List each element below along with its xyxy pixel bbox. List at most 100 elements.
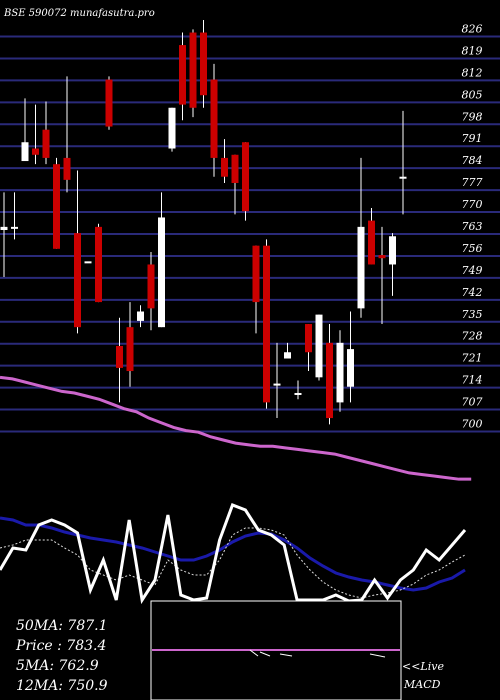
chart-title: BSE 590072 munafasutra.pro [3, 8, 155, 19]
candle-body [116, 345, 123, 368]
candle-body [399, 176, 407, 179]
candle-body [273, 383, 281, 386]
candle [11, 192, 18, 240]
candle-body [221, 157, 228, 177]
candle-body [42, 129, 50, 158]
y-tick-label: 777 [462, 176, 483, 189]
y-tick-label: 826 [462, 23, 483, 36]
live-label[interactable]: <<Live [402, 660, 444, 673]
candle-body [63, 157, 71, 180]
y-tick-label: 735 [462, 308, 483, 321]
candle [116, 317, 123, 403]
grid-lines [0, 35, 500, 433]
y-axis-ticks: 826 819 812 805 798 791 784 777 770 763 756 749 742 7… [462, 23, 483, 431]
candle [273, 342, 281, 419]
legend-item: 12MA: 750.9 [16, 678, 108, 694]
candle-body [357, 226, 365, 309]
candle [0, 192, 8, 278]
candle [389, 233, 396, 296]
candle [126, 302, 134, 387]
legend-item: 5MA: 762.9 [16, 658, 99, 674]
candle [210, 63, 218, 177]
candle [63, 76, 71, 193]
candle-body [378, 255, 386, 259]
candle-body [84, 261, 92, 264]
macd-label: MACD [403, 678, 441, 691]
candle-body [95, 226, 102, 303]
legend-item: 50MA: 787.1 [16, 618, 108, 634]
y-tick-label: 728 [462, 330, 483, 343]
candle-body [389, 236, 396, 265]
candle-body [158, 217, 165, 328]
candle [242, 142, 249, 221]
candle-body [32, 148, 39, 155]
y-tick-label: 784 [462, 154, 483, 167]
candle [179, 32, 186, 121]
candle-body [11, 226, 18, 229]
candle [347, 311, 354, 403]
candle [158, 192, 165, 328]
ma-line [0, 375, 472, 481]
candle [263, 239, 270, 409]
legend: 50MA: 787.1 Price : 783.4 5MA: 762.9 12MA: … [15, 618, 108, 694]
candle [147, 251, 155, 331]
y-tick-label: 714 [462, 374, 483, 387]
macd-segment [259, 651, 271, 657]
y-tick-label: 791 [462, 132, 483, 145]
candle [32, 104, 39, 165]
indicator-panel [0, 503, 467, 605]
candle-body [168, 107, 176, 149]
y-tick-label: 721 [462, 352, 483, 365]
y-tick-label: 749 [462, 264, 483, 277]
candle-body [284, 352, 291, 359]
candle-body [200, 32, 207, 96]
candle [284, 342, 291, 359]
macd-segment [369, 653, 386, 658]
candle-body [263, 245, 270, 403]
candle-body [305, 324, 312, 353]
y-tick-label: 742 [462, 286, 483, 299]
macd-segment [249, 649, 259, 657]
candle [368, 208, 375, 265]
candle-body [294, 392, 302, 395]
y-tick-label: 819 [462, 44, 483, 57]
y-tick-label: 770 [462, 198, 483, 211]
y-tick-label: 756 [462, 242, 483, 255]
legend-item: Price : 783.4 [15, 638, 106, 654]
candle [378, 226, 386, 325]
candle [42, 101, 50, 165]
candle [357, 157, 365, 318]
candle-body [53, 164, 60, 249]
candle [221, 139, 228, 183]
candle-body [368, 220, 375, 265]
candle-body [189, 32, 197, 108]
candle-body [74, 233, 81, 328]
candle-body [242, 142, 249, 212]
candle [137, 305, 144, 328]
candle-body [137, 311, 144, 321]
y-tick-label: 805 [462, 88, 483, 101]
candle [168, 107, 176, 152]
candle [189, 29, 197, 118]
candle [200, 20, 207, 108]
candle [399, 110, 407, 215]
candle-body [347, 349, 354, 387]
candle [74, 170, 81, 334]
candle [84, 261, 92, 264]
candle [315, 314, 323, 381]
candle-body [336, 342, 344, 403]
candle [21, 98, 29, 162]
candle-body [147, 264, 155, 309]
y-tick-label: 812 [462, 66, 483, 79]
candle [336, 330, 344, 412]
candle [231, 154, 239, 215]
candle-body [126, 327, 134, 372]
candle [105, 76, 113, 130]
y-tick-label: 798 [462, 110, 483, 123]
candle-body [210, 79, 218, 158]
candle [95, 223, 102, 303]
indicator-white-line [0, 503, 467, 605]
y-tick-label: 700 [462, 417, 483, 430]
